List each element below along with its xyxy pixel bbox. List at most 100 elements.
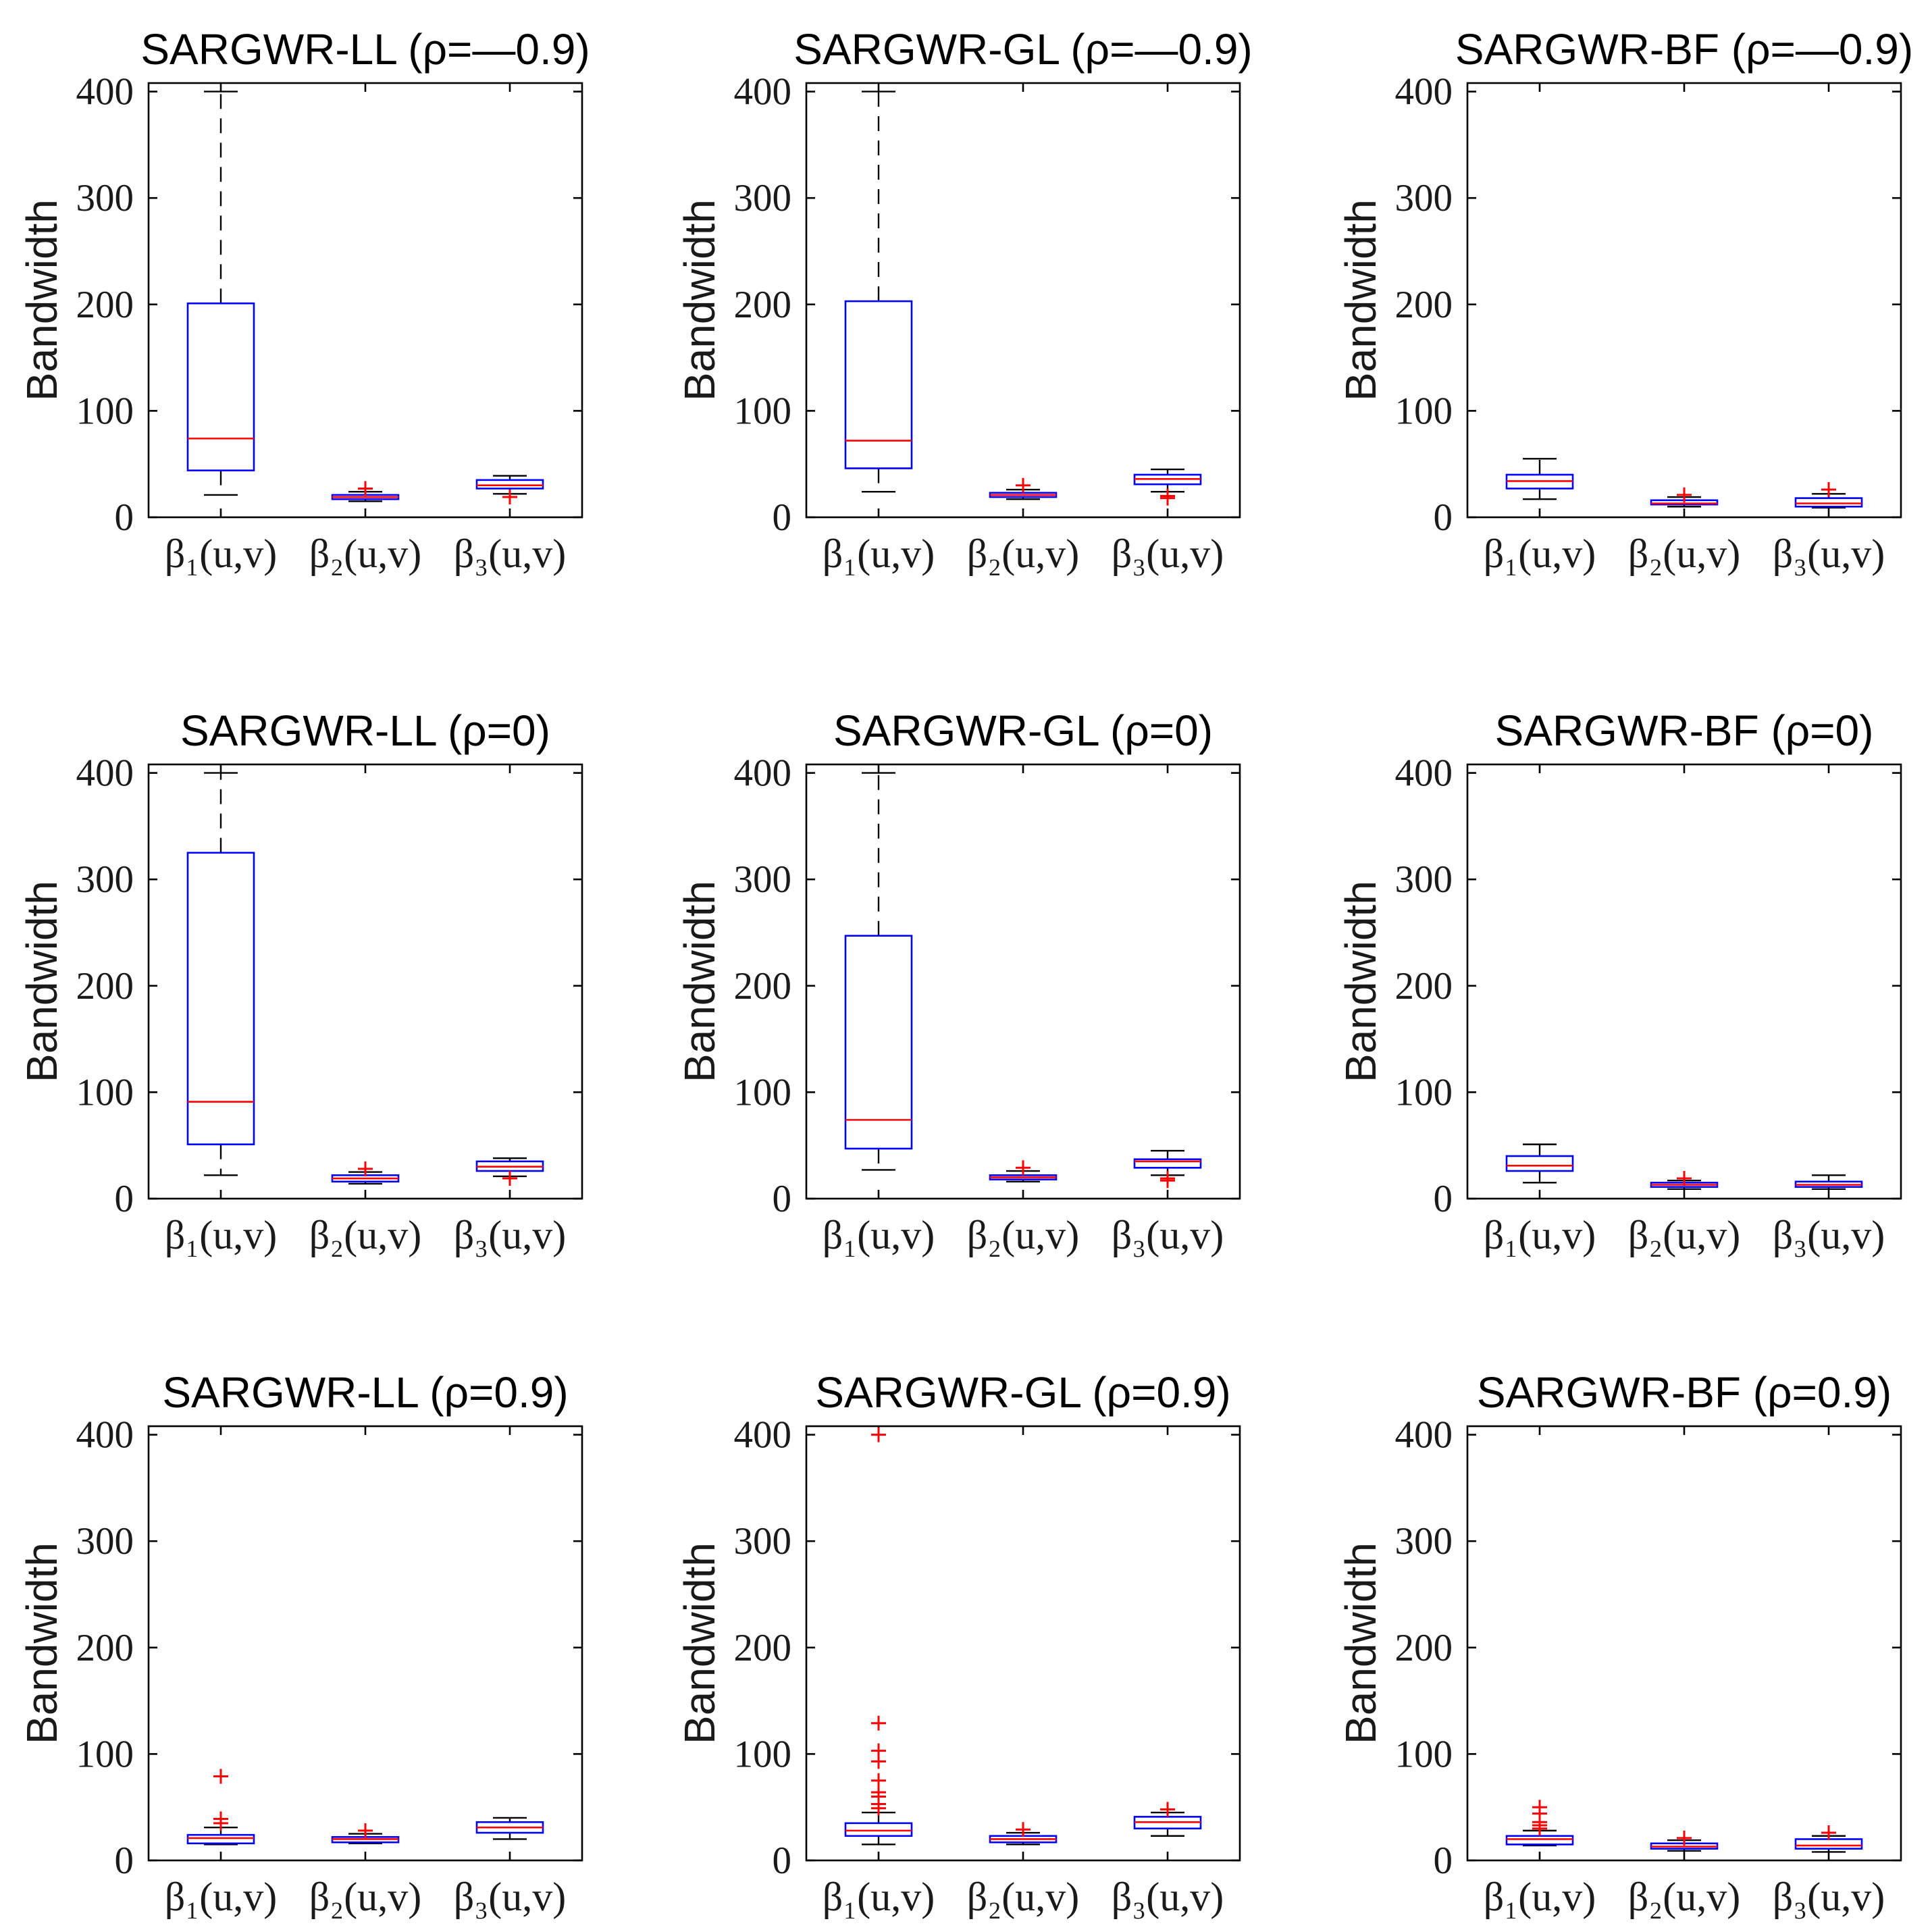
panel-title: SARGWR-LL (ρ=0) <box>180 706 550 755</box>
y-tick-label: 300 <box>1395 858 1453 901</box>
axes-frame <box>147 1425 583 1862</box>
boxplot-panel-4: 0 100 200 300 400 β₁(u,v) β₂(u,v) β₃(u,v) SARGWR… <box>18 706 583 1257</box>
box-iqr <box>186 852 255 1145</box>
outlier-marker <box>1821 1825 1836 1841</box>
y-tick-label: 100 <box>1395 390 1453 432</box>
y-tick-label: 0 <box>1434 1839 1453 1882</box>
y-axis-label: Bandwidth <box>675 881 724 1082</box>
box-group-beta-2 <box>331 1161 400 1185</box>
outlier-marker <box>1016 1160 1031 1176</box>
y-tick-label: 400 <box>76 752 134 795</box>
x-tick-label-beta-3: β₃(u,v) <box>1112 1213 1224 1257</box>
x-tick-label-beta-1: β₁(u,v) <box>165 531 277 576</box>
box-group-beta-3 <box>1133 1802 1202 1837</box>
panel-title: SARGWR-GL (ρ=—0.9) <box>793 25 1252 74</box>
outlier-marker <box>213 1769 228 1784</box>
panel-title: SARGWR-GL (ρ=0.9) <box>815 1368 1230 1417</box>
boxplot-panel-2: 0 100 200 300 400 β₁(u,v) β₂(u,v) β₃(u,v) SARGWR… <box>675 25 1253 576</box>
outlier-marker <box>1532 1821 1547 1836</box>
box-group-beta-1 <box>186 772 255 1176</box>
y-axis-label: Bandwidth <box>1336 881 1385 1082</box>
x-tick-label-beta-3: β₃(u,v) <box>454 1213 566 1257</box>
y-tick-label: 400 <box>76 1414 134 1457</box>
y-axis-label: Bandwidth <box>18 1542 66 1744</box>
outlier-marker <box>1160 1173 1175 1189</box>
y-tick-label: 400 <box>734 1414 792 1457</box>
boxplot-panel-5: 0 100 200 300 400 β₁(u,v) β₂(u,v) β₃(u,v) SARGWR… <box>675 706 1241 1257</box>
axes-frame <box>147 82 583 519</box>
y-tick-label: 0 <box>773 1839 792 1882</box>
x-tick-label-beta-2: β₂(u,v) <box>309 1875 421 1919</box>
outlier-marker <box>358 1161 373 1176</box>
box-group-beta-3 <box>1794 482 1863 509</box>
boxplot-panel-6: 0 100 200 300 400 β₁(u,v) β₂(u,v) β₃(u,v) SARGWR… <box>1336 706 1902 1257</box>
box-group-beta-3 <box>475 1157 544 1186</box>
y-axis-label: Bandwidth <box>18 199 66 401</box>
panel-title: SARGWR-BF (ρ=—0.9) <box>1455 25 1913 74</box>
y-axis-label: Bandwidth <box>675 199 724 401</box>
x-tick-label-beta-1: β₁(u,v) <box>1484 531 1596 576</box>
x-tick-label-beta-3: β₃(u,v) <box>454 531 566 576</box>
y-tick-label: 0 <box>1434 496 1453 539</box>
y-tick-label: 100 <box>1395 1733 1453 1775</box>
y-tick-label: 200 <box>734 965 792 1008</box>
outlier-marker <box>871 1754 886 1769</box>
y-tick-label: 100 <box>76 390 134 432</box>
box-group-beta-3 <box>475 475 544 505</box>
x-tick-label-beta-1: β₁(u,v) <box>165 1875 277 1919</box>
box-iqr <box>844 1822 913 1837</box>
box-iqr <box>1505 1155 1574 1172</box>
x-tick-label-beta-1: β₁(u,v) <box>823 531 935 576</box>
x-tick-label-beta-1: β₁(u,v) <box>823 1875 935 1919</box>
panel-title: SARGWR-GL (ρ=0) <box>833 706 1213 755</box>
y-tick-label: 200 <box>76 1627 134 1669</box>
y-tick-label: 100 <box>734 1071 792 1114</box>
outlier-marker <box>1677 1171 1692 1186</box>
box-group-beta-2 <box>1650 1171 1719 1191</box>
y-tick-label: 200 <box>1395 965 1453 1008</box>
y-tick-label: 100 <box>734 1733 792 1775</box>
y-axis-label: Bandwidth <box>675 1542 724 1744</box>
y-axis-label: Bandwidth <box>1336 1542 1385 1744</box>
y-tick-label: 0 <box>115 496 134 539</box>
axes-frame <box>147 763 583 1200</box>
outlier-marker <box>1016 1822 1031 1837</box>
y-tick-label: 300 <box>734 858 792 901</box>
y-tick-label: 300 <box>734 177 792 219</box>
x-tick-label-beta-3: β₃(u,v) <box>1773 1875 1885 1919</box>
boxplot-panel-3: 0 100 200 300 400 β₁(u,v) β₂(u,v) β₃(u,v) SARGWR… <box>1336 25 1913 576</box>
x-tick-label-beta-3: β₃(u,v) <box>1773 1213 1885 1257</box>
box-group-beta-1 <box>844 90 913 493</box>
x-tick-label-beta-3: β₃(u,v) <box>1773 531 1885 576</box>
y-tick-label: 100 <box>76 1071 134 1114</box>
box-group-beta-2 <box>1650 487 1719 508</box>
outlier-marker <box>1160 1802 1175 1817</box>
box-iqr <box>1133 1158 1202 1169</box>
box-group-beta-3 <box>475 1817 544 1840</box>
y-tick-label: 0 <box>773 496 792 539</box>
y-tick-label: 100 <box>1395 1071 1453 1114</box>
y-tick-label: 400 <box>734 71 792 113</box>
y-tick-label: 0 <box>1434 1178 1453 1220</box>
box-group-beta-1 <box>186 90 255 496</box>
x-tick-label-beta-1: β₁(u,v) <box>823 1213 935 1257</box>
box-iqr <box>1505 1835 1574 1846</box>
y-tick-label: 200 <box>734 284 792 326</box>
box-group-beta-1 <box>186 1769 255 1846</box>
panel-title: SARGWR-BF (ρ=0.9) <box>1477 1368 1892 1417</box>
x-tick-label-beta-2: β₂(u,v) <box>1628 1213 1740 1257</box>
x-tick-label-beta-2: β₂(u,v) <box>967 1875 1079 1919</box>
outlier-marker <box>502 1171 517 1186</box>
box-group-beta-2 <box>331 481 400 502</box>
y-tick-label: 400 <box>734 752 792 795</box>
y-tick-label: 300 <box>1395 1520 1453 1563</box>
axes-frame <box>1466 82 1902 519</box>
box-iqr <box>844 300 913 469</box>
x-tick-label-beta-1: β₁(u,v) <box>1484 1213 1596 1257</box>
y-axis-label: Bandwidth <box>1336 199 1385 401</box>
y-tick-label: 0 <box>115 1178 134 1220</box>
outlier-marker <box>1821 482 1836 498</box>
x-tick-label-beta-2: β₂(u,v) <box>1628 531 1740 576</box>
box-group-beta-1 <box>844 1427 913 1846</box>
